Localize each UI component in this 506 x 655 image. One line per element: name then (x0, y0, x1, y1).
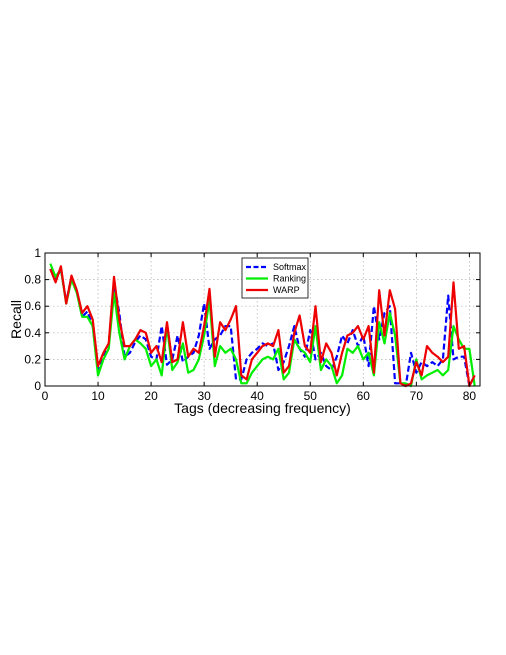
x-tick-label: 70 (410, 389, 424, 403)
series-lines (49, 263, 476, 388)
y-tick-label: 0.4 (24, 326, 41, 340)
axis-ticks (44, 252, 480, 387)
x-tick-label: 50 (304, 389, 318, 403)
x-tick-label: 80 (463, 389, 477, 403)
y-tick-label: 0.2 (24, 352, 41, 366)
x-tick-label: 30 (197, 389, 211, 403)
y-tick-label: 0.8 (24, 273, 41, 287)
plot-frame (44, 252, 481, 387)
series-line-warp (49, 265, 476, 388)
y-tick-label: 0.6 (24, 299, 41, 313)
x-axis-title: Tags (decreasing frequency) (174, 400, 351, 416)
x-tick-label: 60 (357, 389, 371, 403)
x-tick-label: 40 (251, 389, 265, 403)
x-tick-label: 0 (42, 389, 49, 403)
legend-label: WARP (273, 285, 300, 295)
x-tick-label: 10 (91, 389, 105, 403)
y-tick-label: 1 (34, 246, 41, 260)
legend-label: Softmax (273, 262, 307, 272)
y-axis-title: Recall (8, 300, 24, 339)
legend-label: Ranking (273, 274, 306, 284)
x-tick-label: 20 (144, 389, 158, 403)
series-line-ranking (49, 263, 476, 388)
y-tick-label: 0 (34, 379, 41, 393)
tick-labels: 0 10 20 30 40 50 60 70 80 0 0.2 0.4 0.6 0.8 1 (24, 246, 476, 403)
